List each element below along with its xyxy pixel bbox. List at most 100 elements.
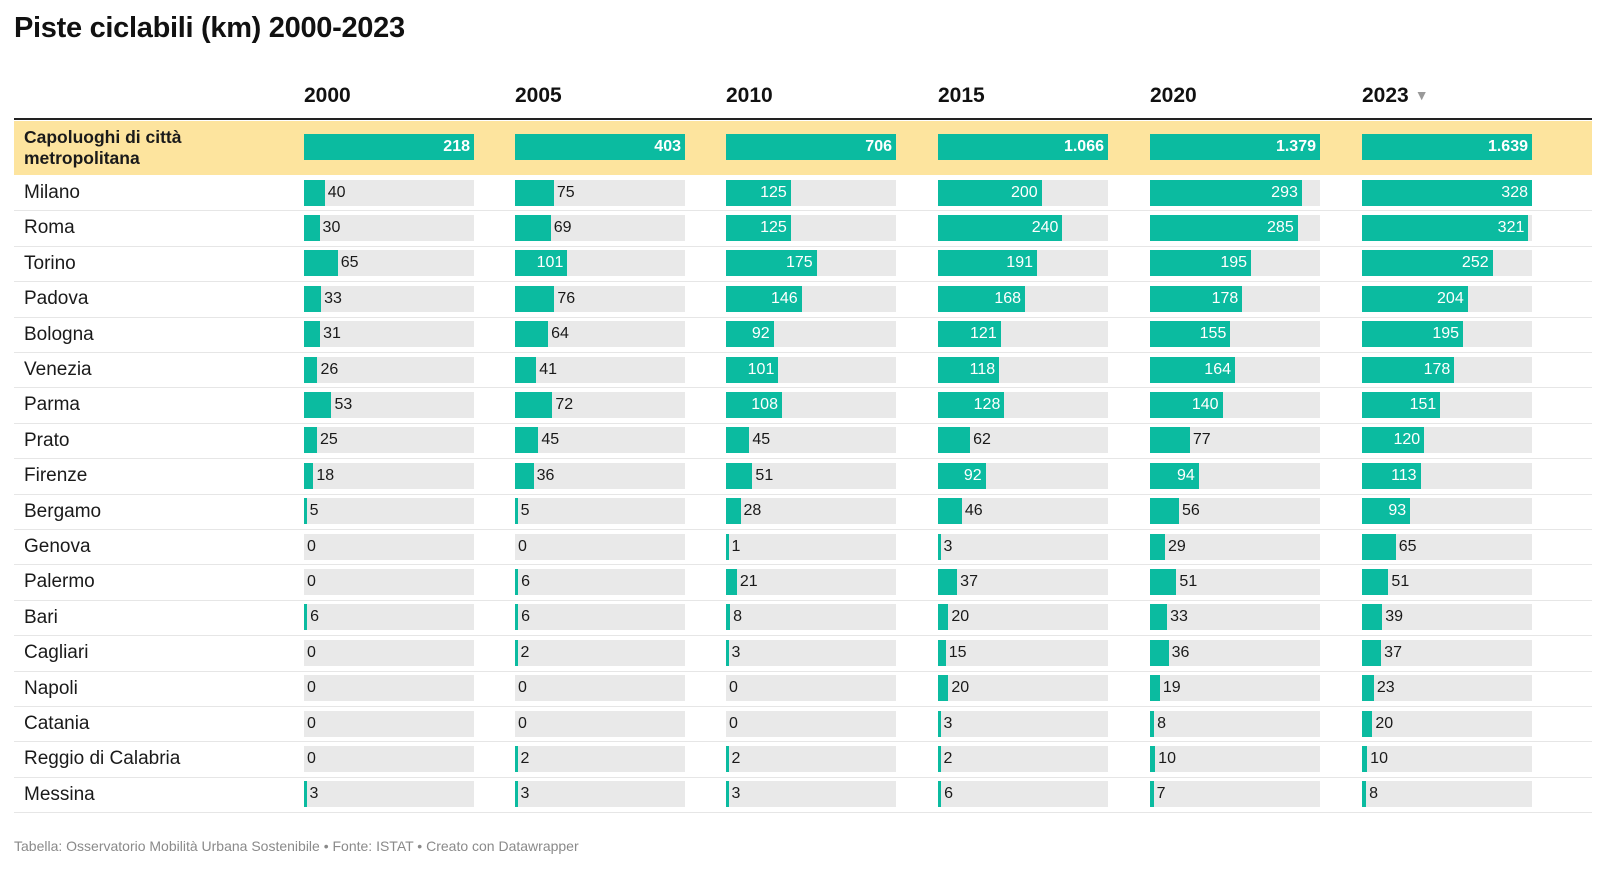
bar-track: 2 xyxy=(515,745,685,772)
bar-track: 285 xyxy=(1150,214,1320,241)
value-label: 65 xyxy=(1398,537,1417,555)
bar-track: 6 xyxy=(515,604,685,631)
bar-2015 xyxy=(938,498,962,525)
bar-2010 xyxy=(726,250,817,277)
value-label: 6 xyxy=(310,608,320,626)
value-label: 10 xyxy=(1370,749,1388,767)
bar-track: 3 xyxy=(726,781,896,808)
row-label: Catania xyxy=(24,713,90,734)
bar-2020 xyxy=(1150,285,1243,312)
bar-track: 39 xyxy=(1362,604,1532,631)
bar-track: 0 xyxy=(515,533,685,560)
bar-2000 xyxy=(304,391,332,418)
value-label: 64 xyxy=(551,325,569,343)
bar-track: 2 xyxy=(515,639,685,666)
bar-track: 31 xyxy=(304,321,474,348)
bar-2020 xyxy=(1150,356,1235,383)
bar-track: 218 xyxy=(304,134,474,160)
bar-track: 178 xyxy=(1150,285,1320,312)
bar-track: 195 xyxy=(1150,250,1320,277)
table-row: Cagliari 0 2 3 15 36 37 xyxy=(14,635,1592,672)
bar-2015 xyxy=(938,391,1005,418)
row-label: Bergamo xyxy=(24,500,102,522)
column-header-2005[interactable]: 2005 xyxy=(515,84,562,108)
value-label: 1.066 xyxy=(1063,138,1104,155)
value-label: 3 xyxy=(731,785,741,803)
bar-track: 168 xyxy=(938,285,1108,312)
bar-track: 0 xyxy=(304,745,474,772)
value-label: 0 xyxy=(307,679,316,697)
bar-track: 0 xyxy=(726,675,896,702)
bar-track: 293 xyxy=(1150,179,1320,206)
value-label: 36 xyxy=(536,466,555,484)
bar-track: 72 xyxy=(515,391,685,418)
value-label: 7 xyxy=(1156,785,1166,803)
value-label: 31 xyxy=(323,325,341,343)
bar-2020 xyxy=(1150,710,1155,737)
bar-track: 56 xyxy=(1150,498,1320,525)
value-label: 1.639 xyxy=(1487,138,1528,155)
bar-track: 0 xyxy=(515,675,685,702)
value-label: 20 xyxy=(1375,714,1394,732)
table-row: Padova 33 76 146 168 178 204 xyxy=(14,281,1592,318)
value-label: 146 xyxy=(770,289,798,307)
bar-2015 xyxy=(938,179,1042,206)
column-header-label: 2015 xyxy=(938,84,985,107)
value-label: 6 xyxy=(521,572,531,590)
row-label: Roma xyxy=(24,217,75,239)
column-header-2023[interactable]: 2023 ▼ xyxy=(1362,84,1429,108)
bar-track: 64 xyxy=(515,321,685,348)
bar-2023 xyxy=(1362,533,1396,560)
bar-track: 53 xyxy=(304,391,474,418)
table-row: Bergamo 5 5 28 46 56 93 xyxy=(14,494,1592,530)
row-label: Capoluoghi di città metropolitana xyxy=(24,127,182,168)
bar-track: 92 xyxy=(938,462,1108,489)
column-header-2010[interactable]: 2010 xyxy=(726,84,773,108)
bar-track: 328 xyxy=(1362,179,1532,206)
table-row: Napoli 0 0 0 20 19 23 xyxy=(14,671,1592,707)
bar-2005 xyxy=(515,250,568,277)
value-label: 51 xyxy=(755,466,774,484)
table-row: Palermo 0 6 21 37 51 51 xyxy=(14,564,1592,601)
bar-track: 93 xyxy=(1362,498,1532,525)
value-label: 0 xyxy=(307,714,316,732)
bar-track: 195 xyxy=(1362,321,1532,348)
bar-track: 65 xyxy=(304,250,474,277)
value-label: 204 xyxy=(1437,289,1464,307)
bar-track: 321 xyxy=(1362,214,1532,241)
bar-track: 1.379 xyxy=(1150,134,1320,160)
bar-track: 3 xyxy=(515,781,685,808)
column-header-2020[interactable]: 2020 xyxy=(1150,84,1197,108)
column-header-2015[interactable]: 2015 xyxy=(938,84,985,108)
bar-2015 xyxy=(938,710,941,737)
bar-track: 128 xyxy=(938,391,1108,418)
bar-2005 xyxy=(515,134,685,160)
value-label: 92 xyxy=(963,466,982,484)
bar-track: 113 xyxy=(1362,462,1532,489)
row-label: Torino xyxy=(24,252,76,274)
bar-2010 xyxy=(726,498,741,525)
bar-2015 xyxy=(938,134,1108,160)
sort-descending-icon[interactable]: ▼ xyxy=(1414,87,1429,103)
bar-track: 10 xyxy=(1150,745,1320,772)
value-label: 108 xyxy=(751,395,778,413)
value-label: 191 xyxy=(1006,254,1033,272)
value-label: 37 xyxy=(960,572,978,590)
value-label: 321 xyxy=(1497,218,1525,236)
value-label: 3 xyxy=(309,785,319,803)
bar-track: 19 xyxy=(1150,675,1320,702)
bar-2023 xyxy=(1362,781,1367,808)
bar-2023 xyxy=(1362,250,1493,277)
value-label: 6 xyxy=(521,608,531,626)
bar-track: 0 xyxy=(304,675,474,702)
bar-track: 6 xyxy=(304,604,474,631)
bar-2010 xyxy=(726,179,791,206)
column-header-2000[interactable]: 2000 xyxy=(304,84,351,108)
value-label: 21 xyxy=(739,572,758,590)
value-label: 37 xyxy=(1384,643,1402,661)
value-label: 403 xyxy=(654,138,681,155)
table-header: 2000 2005 2010 2015 2020 2023 ▼ xyxy=(14,80,1592,120)
bar-2020 xyxy=(1150,498,1180,525)
bar-2000 xyxy=(304,321,321,348)
value-label: 178 xyxy=(1211,289,1239,307)
